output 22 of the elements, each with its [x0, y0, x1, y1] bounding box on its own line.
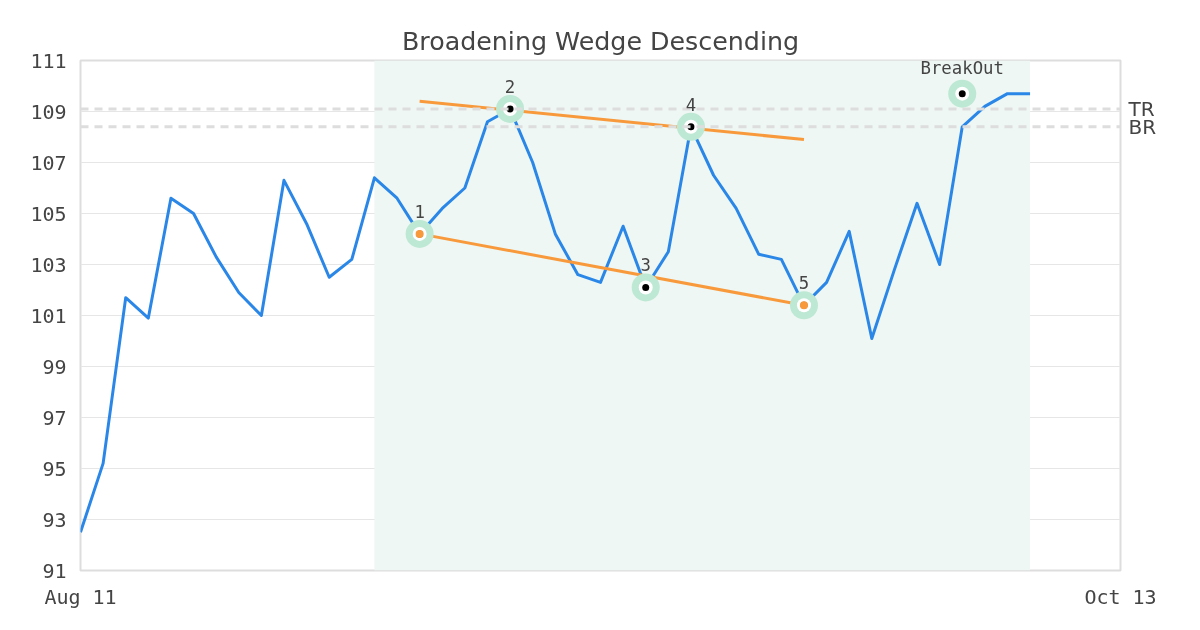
y-tick-label: 111: [30, 48, 67, 73]
y-tick-label: 101: [30, 303, 67, 328]
y-tick-label: 105: [30, 201, 67, 226]
y-tick-label: 109: [30, 99, 67, 124]
ref-line-label: TR: [1127, 96, 1155, 121]
y-tick-label: 91: [42, 558, 67, 583]
annotation: 5: [798, 273, 810, 294]
line-series: [80, 92, 1032, 534]
annotation: 1: [414, 201, 425, 222]
x-tick-label: Oct 13: [1084, 584, 1157, 609]
y-tick-label: 107: [30, 150, 67, 175]
annotation: BreakOut: [920, 57, 1004, 78]
annotation: 2: [504, 76, 516, 97]
annotation: 3: [640, 255, 651, 276]
chart-title: Broadening Wedge Descending: [401, 25, 800, 56]
x-tick-label: Aug 11: [44, 584, 117, 609]
y-tick-label: 97: [42, 405, 67, 430]
y-tick-label: 93: [42, 507, 67, 532]
annotation: 4: [685, 94, 697, 115]
y-tick-label: 103: [30, 252, 67, 277]
y-tick-label: 99: [42, 354, 67, 379]
y-tick-label: 95: [42, 456, 67, 481]
